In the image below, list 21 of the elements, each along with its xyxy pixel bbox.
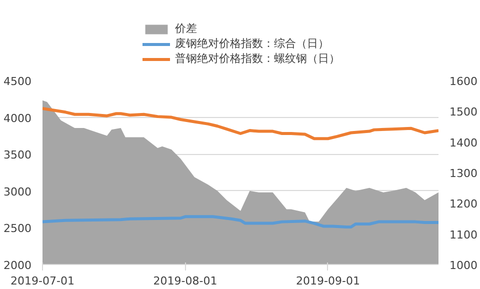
y2-tick-label: 1300 — [450, 167, 478, 180]
y-tick-label: 3000 — [4, 185, 32, 198]
y-tick-label: 2500 — [4, 222, 32, 236]
y2-tick-label: 1600 — [450, 75, 478, 88]
legend-label: 废钢绝对价格指数：综合（日） — [175, 36, 329, 51]
x-tick-label: 2019-09-01 — [296, 274, 360, 288]
y-tick-label: 4000 — [4, 112, 32, 125]
legend-label: 普钢绝对价格指数：螺纹钢（日） — [175, 51, 340, 66]
x-tick-label: 2019-07-01 — [10, 274, 74, 288]
y2-tick-label: 1200 — [450, 198, 478, 211]
y2-tick-label: 1100 — [450, 228, 478, 242]
y2-tick-label: 1400 — [450, 136, 478, 150]
y2-tick-label: 1000 — [450, 259, 478, 272]
x-tick-label: 2019-08-01 — [153, 274, 218, 288]
y-tick-label: 3500 — [4, 148, 32, 162]
y2-tick-label: 1500 — [450, 106, 478, 119]
y-tick-label: 2000 — [4, 259, 32, 272]
y-tick-label: 4500 — [4, 75, 32, 88]
line-series — [42, 215, 438, 228]
line-series — [42, 106, 438, 140]
legend-label: 价差 — [175, 21, 197, 36]
